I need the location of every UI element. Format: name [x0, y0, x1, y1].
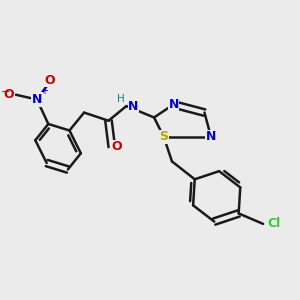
Text: N: N	[206, 130, 216, 143]
Text: N: N	[128, 100, 138, 112]
Text: −: −	[1, 87, 11, 97]
Text: O: O	[4, 88, 14, 101]
Text: H: H	[117, 94, 125, 104]
Text: O: O	[45, 74, 55, 86]
Text: N: N	[32, 93, 42, 106]
Text: S: S	[159, 130, 168, 143]
Text: Cl: Cl	[267, 218, 280, 230]
Text: N: N	[168, 98, 179, 111]
Text: O: O	[111, 140, 122, 153]
Text: +: +	[40, 86, 48, 96]
